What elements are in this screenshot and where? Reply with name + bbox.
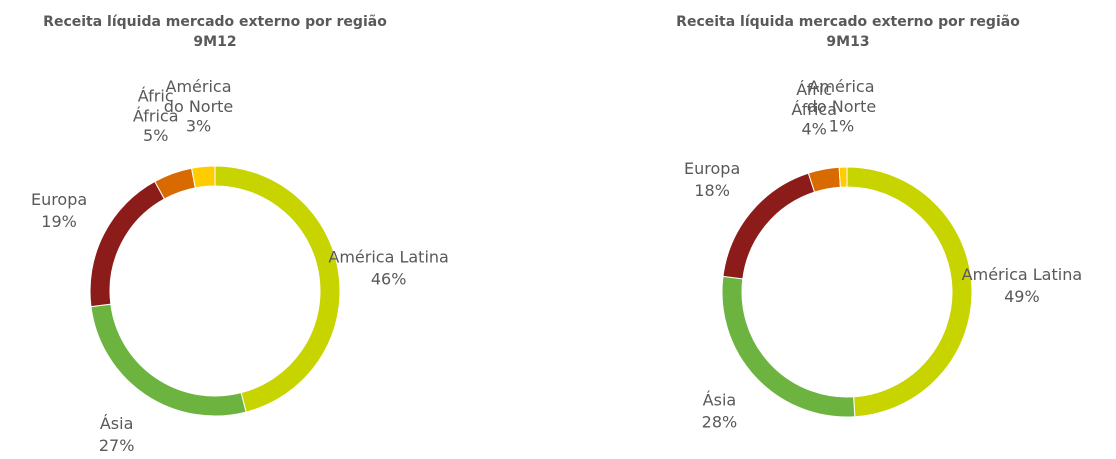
segment-value: 49%	[1004, 287, 1040, 306]
segment-value: 5%	[143, 126, 168, 145]
segment-value: 1%	[829, 117, 854, 136]
segment-value: 18%	[694, 181, 730, 200]
segment-label: América Latina	[962, 265, 1082, 284]
donut-segment	[90, 303, 247, 417]
donut-segment	[846, 166, 973, 418]
segment-value: 27%	[99, 436, 135, 455]
segment-label: Áfric África	[791, 80, 837, 119]
chart-subtitle: 9M13	[826, 34, 869, 50]
segment-label: América do Norte	[164, 76, 233, 115]
chart-subtitle: 9M12	[193, 34, 236, 50]
donut-segment	[807, 166, 841, 193]
segment-value: 4%	[802, 120, 827, 139]
segment-label: América do Norte	[807, 77, 876, 116]
donut-segment	[214, 165, 341, 413]
segment-value: 28%	[702, 412, 738, 431]
segment-label: América Latina	[328, 248, 448, 267]
segment-label: Ásia	[703, 390, 737, 409]
donut-segment	[190, 165, 216, 189]
chart-title: Receita líquida mercado externo por regi…	[43, 14, 387, 30]
donut-segment	[89, 180, 166, 308]
segment-label: Áfric África	[133, 86, 179, 125]
donut-segment	[722, 172, 816, 280]
segment-value: 46%	[371, 270, 407, 289]
segment-label: Europa	[31, 190, 87, 209]
donut-segment	[721, 275, 856, 418]
segment-value: 19%	[41, 212, 77, 231]
chart-title: Receita líquida mercado externo por regi…	[676, 14, 1020, 30]
segment-label: Ásia	[100, 414, 134, 433]
donut-segment	[838, 166, 848, 188]
segment-value: 3%	[186, 116, 211, 135]
segment-label: Europa	[684, 159, 740, 178]
